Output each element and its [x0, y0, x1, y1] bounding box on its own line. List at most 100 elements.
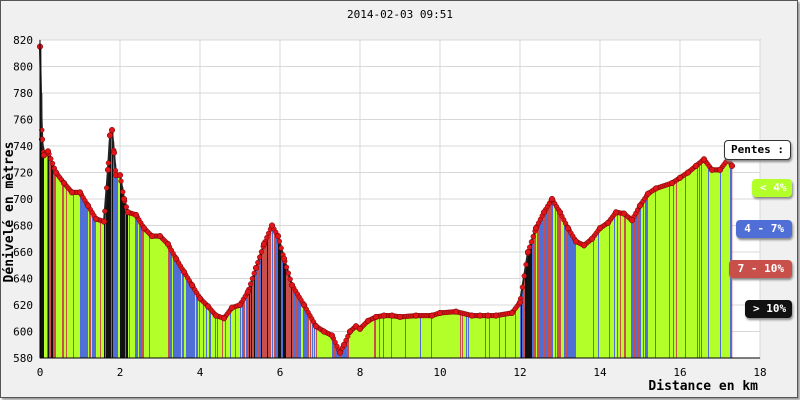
slope-bar [163, 239, 165, 358]
profile-point [372, 313, 380, 320]
slope-bar [324, 331, 326, 358]
profile-point [110, 149, 118, 156]
slope-bar [576, 241, 578, 358]
slope-bar [678, 178, 680, 358]
profile-point [572, 238, 580, 245]
slope-bar [155, 236, 157, 358]
slope-bar [534, 231, 536, 358]
slope-bar [71, 191, 73, 358]
slope-bar [472, 315, 474, 358]
profile-point [328, 332, 336, 339]
slope-bar [360, 327, 362, 358]
profile-point [244, 288, 252, 295]
slope-bar [608, 221, 610, 358]
x-tick-label: 8 [357, 366, 364, 379]
slope-bar [413, 315, 415, 358]
slope-bar [407, 316, 409, 358]
profile-point [596, 225, 604, 232]
slope-bar [154, 236, 156, 358]
slope-bar [642, 201, 644, 358]
slope-bar [269, 230, 271, 358]
slope-bar [304, 305, 306, 358]
slope-bar [473, 315, 475, 358]
slope-bar [329, 333, 331, 358]
slope-bar [296, 291, 298, 358]
slope-bar [432, 315, 434, 358]
slope-bar [714, 169, 716, 358]
slope-bar [47, 151, 49, 358]
profile-point [548, 195, 556, 203]
slope-bar [465, 313, 467, 358]
slope-bar [184, 271, 186, 358]
profile-point [636, 202, 644, 209]
slope-bar [368, 320, 370, 358]
slope-bar [466, 314, 468, 358]
slope-bar [544, 210, 546, 358]
slope-bar [564, 220, 566, 358]
slope-bar [670, 183, 672, 358]
slope-bar [575, 239, 577, 358]
slope-bar [717, 169, 719, 358]
slope-bar [78, 192, 80, 358]
slope-bar [68, 187, 70, 358]
x-tick-label: 4 [197, 366, 204, 379]
slope-bar [210, 308, 212, 358]
profile-point [523, 261, 529, 268]
slope-bar [419, 315, 421, 358]
profile-point [312, 323, 320, 330]
slope-bar [507, 313, 509, 358]
slope-bar [40, 46, 42, 358]
slope-bar [614, 213, 616, 358]
slope-bar [242, 300, 244, 358]
slope-bar [508, 313, 510, 358]
profile-point [49, 160, 56, 167]
profile-point [156, 233, 164, 240]
slope-bar [128, 212, 130, 358]
profile-point [564, 225, 572, 232]
slope-bar [112, 130, 114, 358]
slope-bar [721, 167, 723, 358]
slope-bar [227, 312, 229, 358]
slope-bar [498, 315, 500, 358]
slope-bar [561, 214, 563, 358]
slope-bar [95, 217, 97, 358]
slope-bar [335, 341, 337, 358]
slope-bar [440, 312, 442, 358]
slope-bar [265, 239, 267, 358]
slope-bar [713, 169, 715, 358]
slope-bar [449, 312, 451, 358]
slope-bar [418, 315, 420, 358]
slope-bar [513, 310, 515, 358]
slope-bar [292, 285, 294, 358]
slope-bar [435, 314, 437, 358]
slope-bar [270, 227, 272, 358]
slope-bar [601, 226, 603, 358]
profile-point [684, 169, 692, 176]
slope-bar [552, 199, 554, 358]
slope-bar [588, 241, 590, 358]
slope-bar [260, 252, 262, 358]
slope-bar [674, 181, 676, 358]
slope-bar [723, 164, 725, 358]
slope-bar [481, 315, 483, 358]
profile-point [228, 304, 236, 311]
slope-bar [462, 313, 464, 358]
slope-bar [67, 186, 69, 358]
slope-bar [519, 302, 521, 358]
slope-bar [517, 305, 519, 358]
slope-bar [317, 326, 319, 358]
profile-point [103, 185, 110, 191]
slope-bar [76, 192, 78, 358]
slope-bar [249, 285, 251, 358]
profile-point [100, 218, 108, 225]
slope-bar [174, 254, 176, 358]
slope-bar [710, 167, 712, 358]
profile-point [528, 239, 535, 245]
slope-bar [693, 167, 695, 358]
slope-bar [326, 332, 328, 358]
slope-bar [222, 317, 224, 358]
slope-bar [567, 226, 569, 358]
slope-bar [274, 229, 276, 358]
slope-bar [370, 319, 372, 358]
slope-bar [144, 228, 146, 358]
